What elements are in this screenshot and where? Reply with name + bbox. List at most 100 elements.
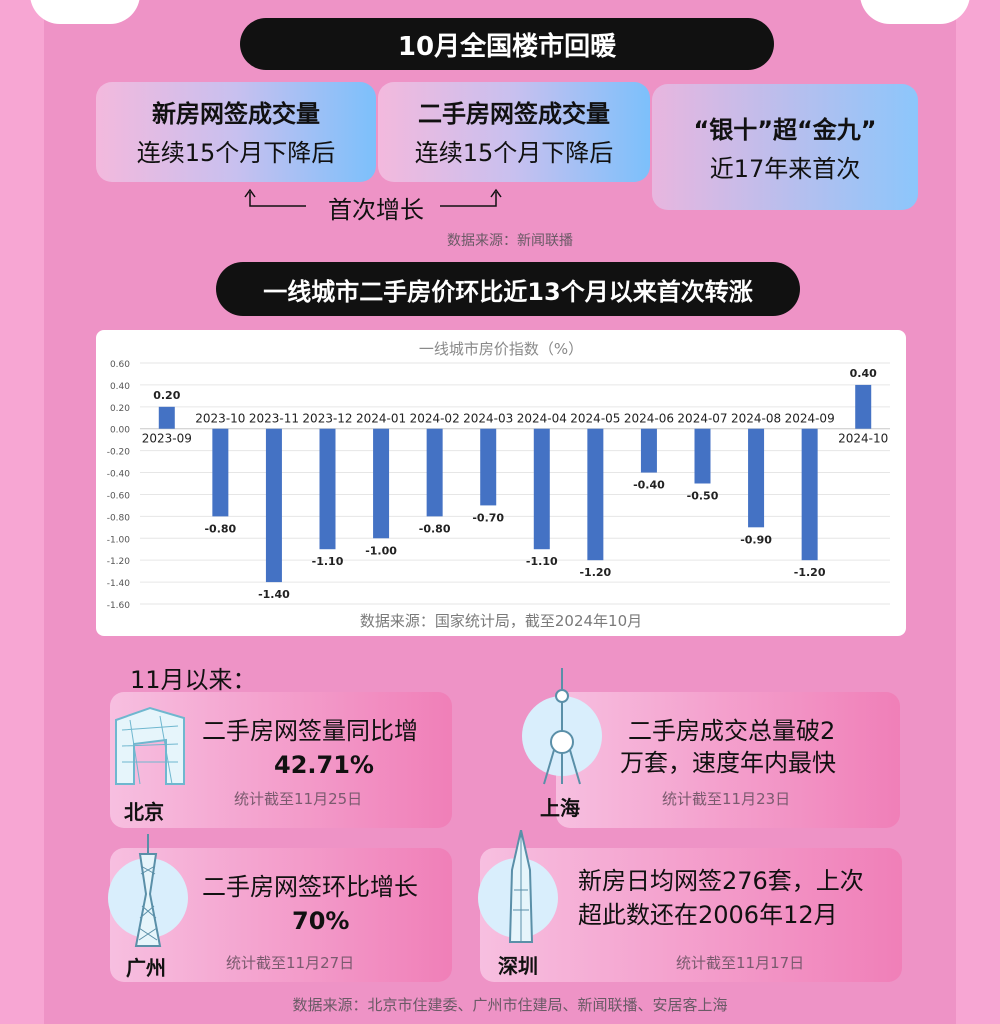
shenzhen-card: 新房日均网签276套，上次 超此数还在2006年12月 统计截至11月17日 (480, 848, 902, 982)
x-tick-label: 2024-07 (677, 412, 727, 426)
stat-card-new-home: 新房网签成交量 连续15个月下降后 (96, 82, 376, 182)
beijing-main-line1: 二手房网签量同比增 (202, 717, 418, 745)
bar (801, 428, 818, 561)
arrow-right-head-icon (490, 188, 502, 198)
card-subtitle: 连续15个月下降后 (136, 139, 336, 167)
data-label: -0.70 (472, 511, 504, 524)
beijing-cctv-icon (115, 706, 185, 785)
y-tick-label: -0.80 (107, 513, 131, 523)
section2-title: 一线城市二手房价环比近13个月以来首次转涨 (216, 262, 800, 316)
shanghai-main-line2: 万套，速度年内最快 (620, 749, 836, 777)
x-tick-label: 2024-06 (624, 412, 674, 426)
beijing-label: 北京 (124, 800, 164, 824)
since-label: 11月以来： (130, 666, 257, 694)
arrow-right-line (440, 192, 497, 207)
y-tick-label: -1.00 (107, 535, 131, 545)
shanghai-label: 上海 (540, 796, 580, 820)
data-label: -0.80 (204, 522, 236, 535)
bar (158, 406, 175, 429)
y-tick-label: -1.20 (107, 557, 131, 567)
bar (426, 428, 443, 517)
card-title: 二手房网签成交量 (418, 100, 610, 128)
data-label: -1.10 (312, 555, 344, 568)
x-tick-label: 2024-01 (356, 412, 406, 426)
growth-arrows (244, 188, 502, 207)
oriental-pearl-tower-icon (543, 668, 581, 785)
bar (212, 428, 229, 517)
shanghai-main-line1: 二手房成交总量破2 (628, 717, 836, 745)
x-tick-label: 2023-09 (142, 432, 192, 446)
header-title: 10月全国楼市回暖 (240, 18, 774, 70)
data-label: -1.20 (794, 566, 826, 579)
shenzhen-main-line2: 超此数还在2006年12月 (578, 901, 838, 929)
shanghai-card: 二手房成交总量破2 万套，速度年内最快 统计截至11月23日 (556, 692, 900, 828)
x-tick-label: 2024-05 (570, 412, 620, 426)
card-subtitle: 连续15个月下降后 (414, 139, 614, 167)
bar (748, 428, 765, 528)
bar (373, 428, 390, 539)
bar (694, 428, 711, 484)
data-label: -0.40 (633, 479, 665, 492)
y-tick-label: -0.60 (107, 491, 131, 501)
bar (480, 428, 497, 506)
shenzhen-main-line1: 新房日均网签276套，上次 (578, 867, 864, 895)
guangzhou-label: 广州 (126, 956, 166, 980)
data-label: 0.20 (153, 389, 180, 402)
arrow-left-line (249, 192, 306, 207)
data-label: -0.50 (687, 490, 719, 503)
y-tick-label: -0.20 (107, 448, 131, 458)
y-tick-label: -1.60 (107, 601, 131, 611)
growth-label: 首次增长 (328, 196, 424, 224)
shenzhen-label: 深圳 (498, 954, 538, 978)
decor-tab-left (30, 0, 140, 24)
x-tick-label: 2024-08 (731, 412, 781, 426)
chart-title: 一线城市房价指数（%） (419, 340, 583, 358)
stat-card-second-hand: 二手房网签成交量 连续15个月下降后 (378, 82, 650, 182)
data-label: -1.00 (365, 544, 397, 557)
arrow-left-head-icon (244, 188, 256, 198)
y-tick-label: 0.60 (110, 360, 130, 370)
chart-container: 一线城市房价指数（%） 0.60 0.40 0.20 0.00 -0.20 -0.40 -0.… (96, 330, 906, 636)
y-tick-label: -1.40 (107, 579, 131, 589)
bar (265, 428, 282, 583)
data-label: -1.40 (258, 588, 290, 601)
guangzhou-main-line1: 二手房网签环比增长 (202, 873, 418, 901)
beijing-note: 统计截至11月25日 (234, 790, 363, 808)
data-label: -1.10 (526, 555, 558, 568)
shenzhen-note: 统计截至11月17日 (676, 954, 805, 972)
x-tick-label: 2024-03 (463, 412, 513, 426)
card-subtitle: 近17年来首次 (709, 155, 861, 183)
x-tick-label: 2024-02 (410, 412, 460, 426)
y-tick-label: 0.40 (110, 382, 130, 392)
x-tick-label: 2023-12 (302, 412, 352, 426)
bar (855, 384, 872, 429)
x-tick-label: 2024-09 (785, 412, 835, 426)
ping-an-tower-icon (508, 830, 534, 943)
data-label: -1.20 (579, 566, 611, 579)
y-tick-label: 0.00 (110, 426, 130, 436)
data-label: 0.40 (850, 367, 877, 380)
chart-source: 数据来源：国家统计局，截至2024年10月 (360, 612, 642, 630)
bar (533, 428, 550, 550)
x-tick-label: 2023-11 (249, 412, 299, 426)
stat-card-yinshi: “银十”超“金九” 近17年来首次 (652, 84, 918, 210)
data-label: -0.90 (740, 533, 772, 546)
shanghai-note: 统计截至11月23日 (662, 790, 791, 808)
y-tick-label: -0.40 (107, 470, 131, 480)
beijing-main-line2: 42.71% (274, 751, 374, 779)
guangzhou-note: 统计截至11月27日 (226, 954, 355, 972)
bar (319, 428, 336, 550)
canton-tower-icon (134, 834, 162, 947)
guangzhou-main-line2: 70% (292, 907, 350, 935)
footer-source: 数据来源：北京市住建委、广州市住建局、新闻联播、安居客上海 (292, 996, 728, 1014)
x-tick-label: 2024-04 (517, 412, 567, 426)
source-note-1: 数据来源：新闻联播 (447, 233, 573, 249)
x-tick-label: 2024-10 (838, 432, 888, 446)
bar (587, 428, 604, 561)
y-tick-label: 0.20 (110, 404, 130, 414)
card-title: 新房网签成交量 (152, 100, 320, 128)
bar (640, 428, 657, 473)
bar-chart: 一线城市房价指数（%） 0.60 0.40 0.20 0.00 -0.20 -0.40 -0.… (107, 340, 890, 630)
data-label: -0.80 (419, 522, 451, 535)
card-title: “银十”超“金九” (693, 116, 877, 144)
